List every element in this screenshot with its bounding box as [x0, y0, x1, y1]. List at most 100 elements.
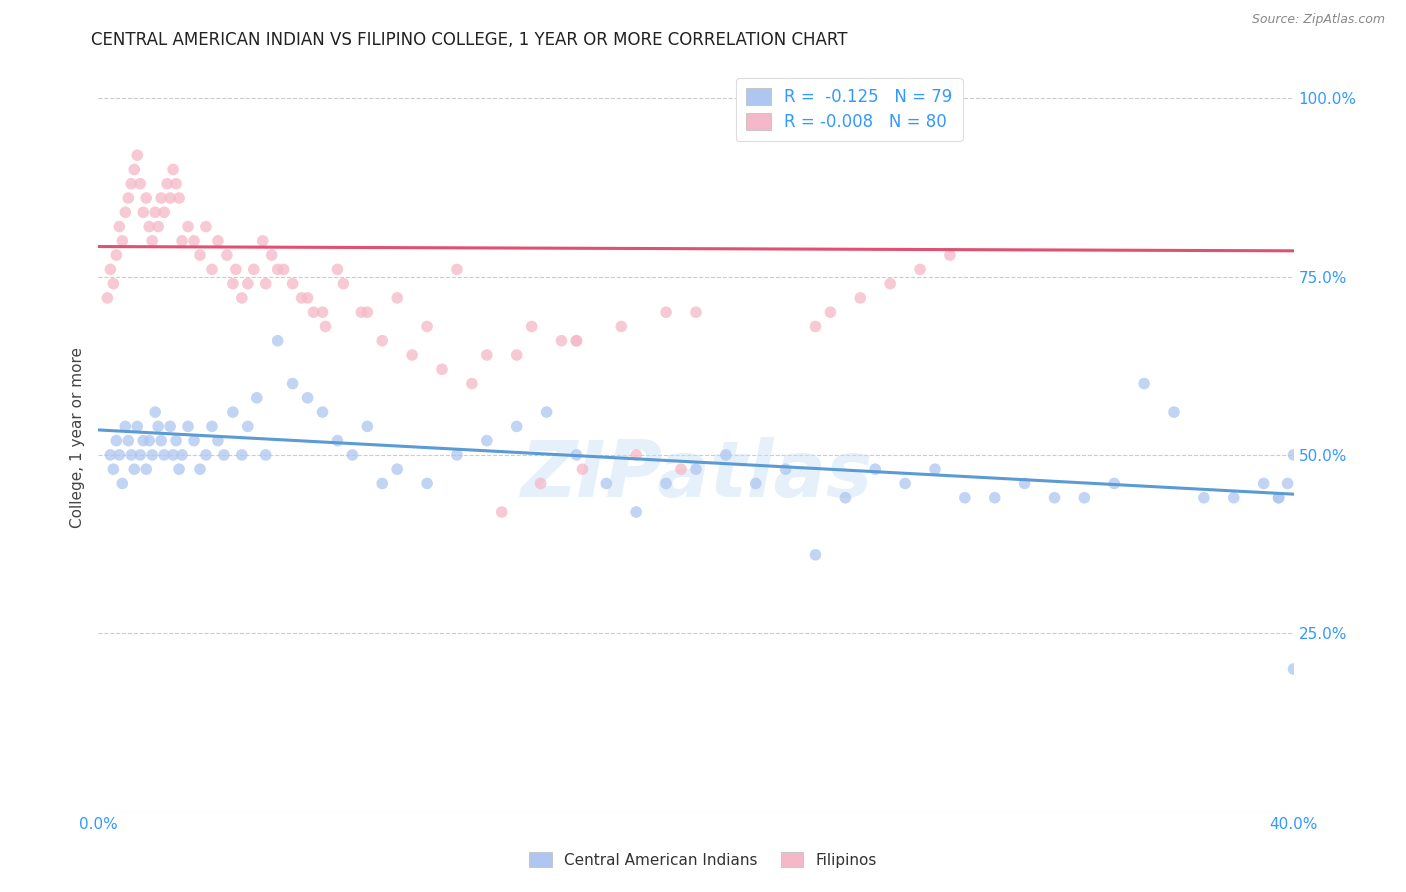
Point	[865, 462, 887, 476]
Text: CENTRAL AMERICAN INDIAN VS FILIPINO COLLEGE, 1 YEAR OR MORE CORRELATION CHART: CENTRAL AMERICAN INDIAN VS FILIPINO COLL…	[91, 31, 848, 49]
Point	[655, 305, 678, 319]
Legend: Central American Indians, Filipinos: Central American Indians, Filipinos	[523, 846, 883, 873]
Point	[177, 219, 200, 234]
Point	[195, 219, 218, 234]
Point	[135, 191, 157, 205]
Point	[135, 462, 157, 476]
Point	[302, 305, 325, 319]
Point	[236, 277, 259, 291]
Point	[252, 234, 274, 248]
Point	[536, 405, 558, 419]
Point	[231, 448, 253, 462]
Point	[315, 319, 337, 334]
Point	[416, 319, 439, 334]
Point	[626, 448, 648, 462]
Point	[311, 305, 333, 319]
Point	[117, 434, 139, 448]
Point	[984, 491, 1007, 505]
Point	[371, 334, 394, 348]
Point	[212, 448, 235, 462]
Point	[225, 262, 247, 277]
Point	[834, 491, 856, 505]
Point	[475, 348, 498, 362]
Point	[565, 448, 588, 462]
Point	[804, 548, 827, 562]
Point	[127, 148, 149, 162]
Point	[105, 248, 128, 262]
Point	[111, 234, 134, 248]
Y-axis label: College, 1 year or more: College, 1 year or more	[70, 347, 86, 527]
Point	[132, 434, 155, 448]
Point	[167, 462, 190, 476]
Point	[311, 405, 333, 419]
Point	[148, 419, 170, 434]
Point	[111, 476, 134, 491]
Point	[1163, 405, 1185, 419]
Point	[1133, 376, 1156, 391]
Point	[254, 277, 277, 291]
Point	[371, 476, 394, 491]
Point	[207, 434, 229, 448]
Point	[281, 277, 304, 291]
Point	[141, 234, 163, 248]
Point	[273, 262, 295, 277]
Point	[820, 305, 842, 319]
Point	[350, 305, 373, 319]
Point	[222, 277, 245, 291]
Point	[326, 262, 349, 277]
Point	[215, 248, 238, 262]
Point	[172, 234, 194, 248]
Point	[96, 291, 118, 305]
Point	[98, 262, 122, 277]
Point	[153, 448, 176, 462]
Point	[491, 505, 513, 519]
Point	[267, 334, 290, 348]
Point	[939, 248, 962, 262]
Point	[243, 262, 266, 277]
Point	[461, 376, 484, 391]
Point	[610, 319, 633, 334]
Point	[849, 291, 872, 305]
Point	[127, 419, 149, 434]
Point	[908, 262, 931, 277]
Point	[385, 291, 409, 305]
Point	[430, 362, 453, 376]
Point	[201, 419, 224, 434]
Point	[1267, 491, 1289, 505]
Point	[201, 262, 224, 277]
Point	[1073, 491, 1095, 505]
Point	[385, 462, 409, 476]
Point	[132, 205, 155, 219]
Point	[114, 205, 136, 219]
Point	[685, 305, 707, 319]
Point	[103, 277, 125, 291]
Point	[1223, 491, 1246, 505]
Point	[745, 476, 768, 491]
Point	[1267, 491, 1289, 505]
Point	[1043, 491, 1066, 505]
Point	[150, 191, 173, 205]
Text: ZIPatlas: ZIPatlas	[520, 436, 872, 513]
Point	[571, 462, 593, 476]
Point	[159, 419, 181, 434]
Point	[159, 191, 181, 205]
Point	[153, 205, 176, 219]
Point	[1282, 662, 1305, 676]
Point	[1282, 448, 1305, 462]
Point	[103, 462, 125, 476]
Point	[177, 419, 200, 434]
Point	[254, 448, 277, 462]
Point	[236, 419, 259, 434]
Point	[129, 448, 152, 462]
Point	[894, 476, 917, 491]
Point	[165, 177, 187, 191]
Point	[506, 348, 529, 362]
Point	[775, 462, 797, 476]
Point	[565, 334, 588, 348]
Point	[120, 177, 142, 191]
Point	[150, 434, 173, 448]
Point	[520, 319, 543, 334]
Point	[297, 391, 319, 405]
Text: Source: ZipAtlas.com: Source: ZipAtlas.com	[1251, 13, 1385, 27]
Point	[124, 462, 146, 476]
